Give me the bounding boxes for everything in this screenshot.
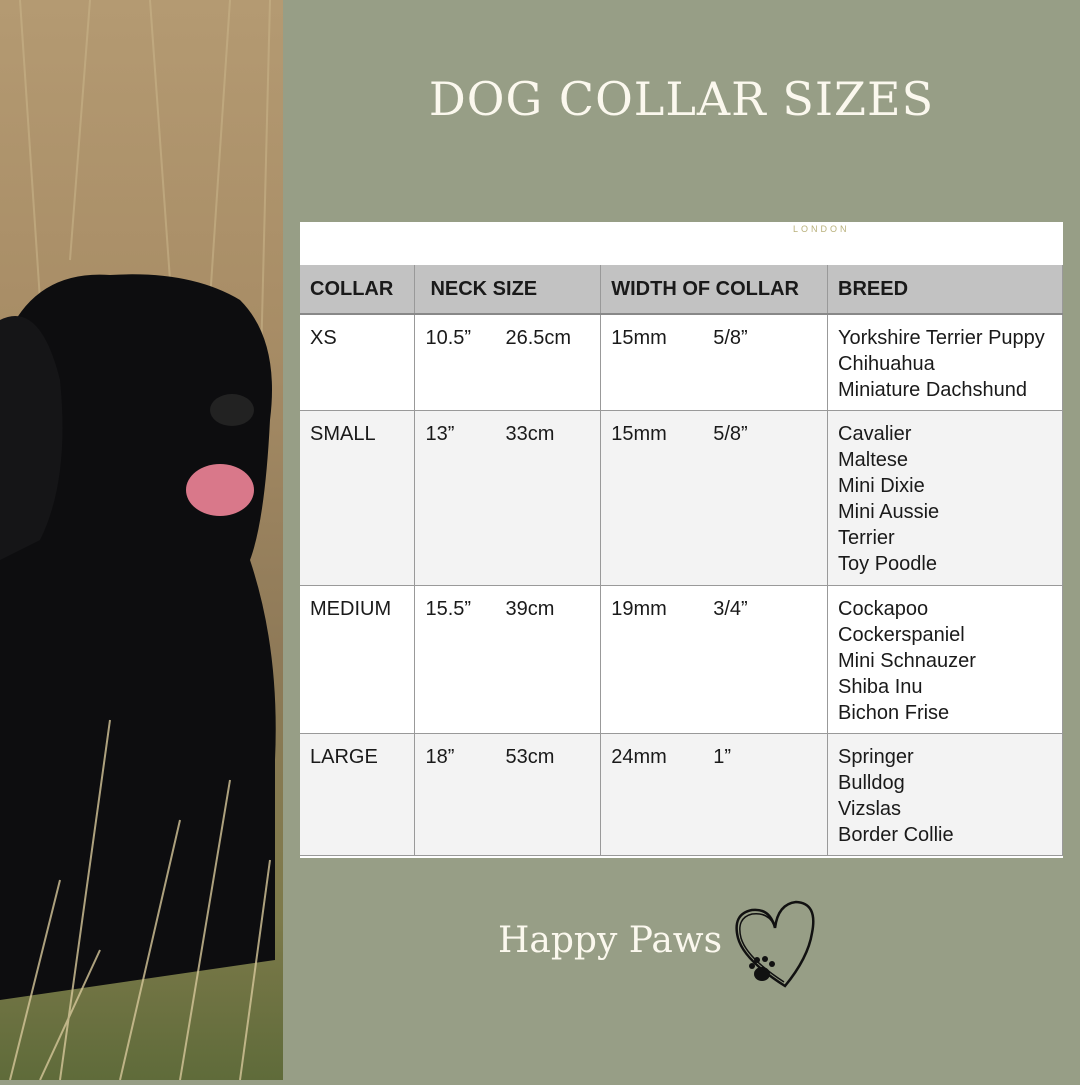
- neck-inches: 10.5”: [425, 327, 472, 349]
- width-mm: 15mm: [611, 422, 667, 445]
- width-inches: 5/8”: [713, 327, 748, 349]
- collar-label: MEDIUM: [310, 597, 392, 620]
- width-inches: 5/8”: [713, 422, 748, 445]
- size-table: COLLAR NECK SIZE WIDTH OF COLLAR BREED X…: [300, 265, 1063, 856]
- neck-inches: 18”: [425, 745, 455, 768]
- neck-cm: 26.5cm: [505, 327, 572, 349]
- table-row: MEDIUM 15.5” 39cm 19mm 3/4” Cockapoo Cockerspa…: [300, 585, 1063, 734]
- header-row: COLLAR NECK SIZE WIDTH OF COLLAR BREED: [300, 265, 1063, 315]
- breed-item: Terrier: [838, 526, 895, 549]
- heart-paw-icon: [735, 900, 815, 988]
- collar-size: MEDIUM: [300, 585, 416, 734]
- neck-size: 18” 53cm: [414, 733, 602, 856]
- breed-item: Miniature Dachshund: [838, 379, 1028, 401]
- breed-item: Cockapoo: [838, 597, 929, 620]
- breeds: Cockapoo Cockerspaniel Mini Schnauzer Shiba…: [827, 585, 1063, 734]
- width-mm: 15mm: [611, 327, 667, 349]
- breed-item: Shiba Inu: [838, 675, 923, 698]
- footer-brand: Happy Paws: [498, 920, 723, 961]
- breed-item: Chihuahua: [838, 353, 935, 375]
- header-breed: BREED: [827, 265, 1063, 315]
- breed-item: Mini Aussie: [838, 500, 940, 523]
- width-mm: 19mm: [611, 597, 667, 620]
- neck-size: 15.5” 39cm: [414, 585, 602, 734]
- width-inches: 1”: [713, 745, 732, 768]
- neck-inches: 15.5”: [425, 597, 472, 620]
- breed-item: Bichon Frise: [838, 701, 950, 724]
- breed-item: Vizslas: [838, 797, 902, 820]
- breeds: Springer Bulldog Vizslas Border Collie: [827, 733, 1063, 856]
- table-row: LARGE 18” 53cm 24mm 1” Springer Bulldog Vizslas…: [300, 733, 1063, 856]
- breeds: Cavalier Maltese Mini Dixie Mini Aussie Terr…: [827, 410, 1063, 586]
- collar-label: XS: [310, 327, 337, 349]
- breed-item: Mini Dixie: [838, 474, 925, 497]
- header-neck-size: NECK SIZE: [414, 265, 602, 315]
- collar-width: 24mm 1”: [600, 733, 829, 856]
- neck-inches: 13”: [425, 422, 455, 445]
- breed-item: Cavalier: [838, 422, 912, 445]
- collar-label: LARGE: [310, 745, 378, 768]
- width-inches: 3/4”: [713, 597, 748, 620]
- collar-width: 15mm 5/8”: [600, 410, 829, 586]
- collar-size: XS: [300, 314, 416, 411]
- size-chart: LONDON COLLAR NECK SIZE WIDTH OF COLLAR …: [300, 222, 1063, 858]
- table-row: SMALL 13” 33cm 15mm 5/8” Cavalier Maltese Mini …: [300, 410, 1063, 586]
- breed-item: Springer: [838, 745, 914, 768]
- collar-width: 19mm 3/4”: [600, 585, 829, 734]
- table-row: XS 10.5” 26.5cm 15mm 5/8” Yorkshire Terrier P…: [300, 314, 1063, 411]
- neck-cm: 53cm: [505, 745, 555, 768]
- header-width: WIDTH OF COLLAR: [600, 265, 829, 315]
- breed-item: Mini Schnauzer: [838, 649, 976, 672]
- header-collar: COLLAR: [300, 265, 416, 315]
- breed-item: Yorkshire Terrier Puppy: [838, 327, 1045, 349]
- width-mm: 24mm: [611, 745, 667, 768]
- dog-photo: [0, 0, 283, 1081]
- breed-item: Toy Poodle: [838, 552, 937, 575]
- neck-cm: 33cm: [505, 422, 555, 445]
- breed-item: Maltese: [838, 448, 909, 471]
- breed-item: Cockerspaniel: [838, 623, 965, 646]
- breed-item: Bulldog: [838, 771, 905, 794]
- neck-cm: 39cm: [505, 597, 555, 620]
- neck-size: 13” 33cm: [414, 410, 602, 586]
- neck-size: 10.5” 26.5cm: [414, 314, 602, 411]
- collar-label: SMALL: [310, 422, 376, 445]
- collar-size: SMALL: [300, 410, 416, 586]
- breeds: Yorkshire Terrier Puppy Chihuahua Miniatur…: [827, 314, 1063, 411]
- brand-mark: LONDON: [793, 224, 850, 234]
- breed-item: Border Collie: [838, 823, 954, 846]
- collar-width: 15mm 5/8”: [600, 314, 829, 411]
- collar-size: LARGE: [300, 733, 416, 856]
- page-title: DOG COLLAR SIZES: [428, 72, 935, 126]
- dog-illustration: [0, 0, 276, 1081]
